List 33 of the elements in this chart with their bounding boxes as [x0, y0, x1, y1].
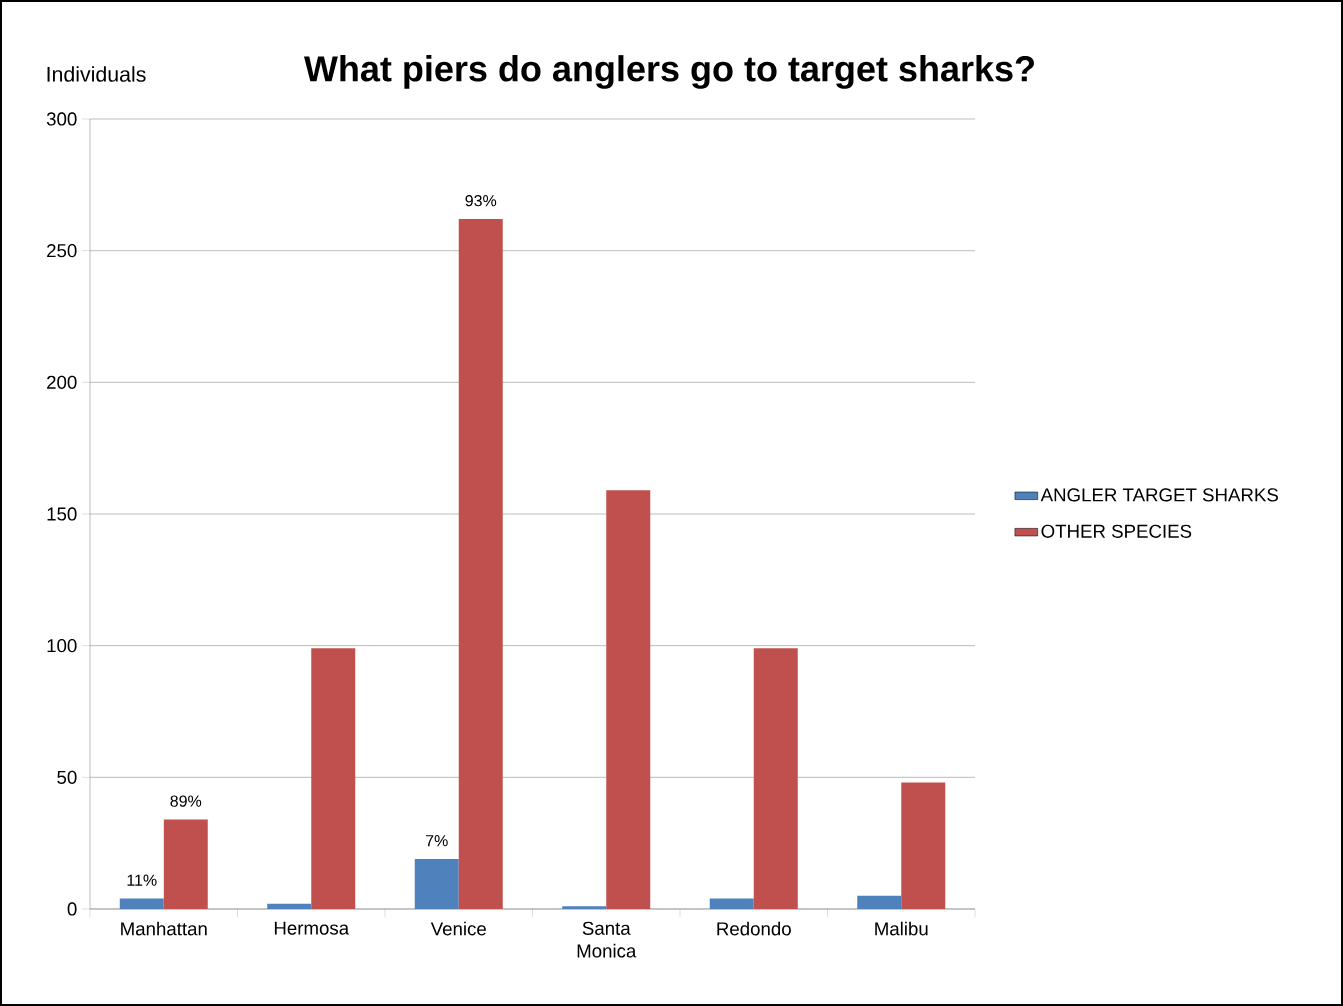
x-tick-label: Malibu	[875, 921, 928, 936]
bar	[857, 895, 902, 909]
y-tick-label: 100	[47, 639, 77, 653]
annotation: 93%	[465, 195, 497, 207]
y-tick-label: 200	[47, 375, 77, 389]
bar	[709, 898, 754, 909]
annotation: 11%	[127, 874, 157, 886]
x-tick-label: Hermosa	[274, 921, 350, 935]
annotation: 7%	[426, 835, 448, 847]
y-tick-label: 150	[47, 507, 77, 521]
y-tick-label: 50	[57, 770, 77, 784]
y-axis-title: Individuals	[47, 66, 146, 82]
bar	[753, 648, 798, 909]
legend-label: ANGLER TARGET SHARKS	[1040, 488, 1278, 502]
annotation: 89%	[170, 795, 202, 807]
bar	[562, 906, 607, 909]
bar	[606, 490, 651, 909]
chart-title: What piers do anglers go to target sharks?	[303, 55, 1034, 89]
bar	[163, 819, 208, 909]
x-tick-label: Redondo	[717, 921, 791, 936]
bar	[458, 219, 503, 909]
bar	[267, 903, 312, 909]
x-tick-label: Santa Monica	[577, 921, 637, 958]
bar	[414, 858, 459, 909]
x-tick-label: Venice	[430, 921, 486, 936]
y-tick-label: 300	[46, 112, 77, 126]
bar	[311, 648, 356, 909]
bar	[119, 898, 164, 909]
y-tick-label: 250	[47, 244, 77, 258]
bar	[901, 782, 946, 909]
y-tick-label: 0	[67, 902, 77, 916]
legend-label: OTHER SPECIES	[1041, 524, 1192, 538]
x-tick-label: Manhattan	[121, 921, 207, 936]
